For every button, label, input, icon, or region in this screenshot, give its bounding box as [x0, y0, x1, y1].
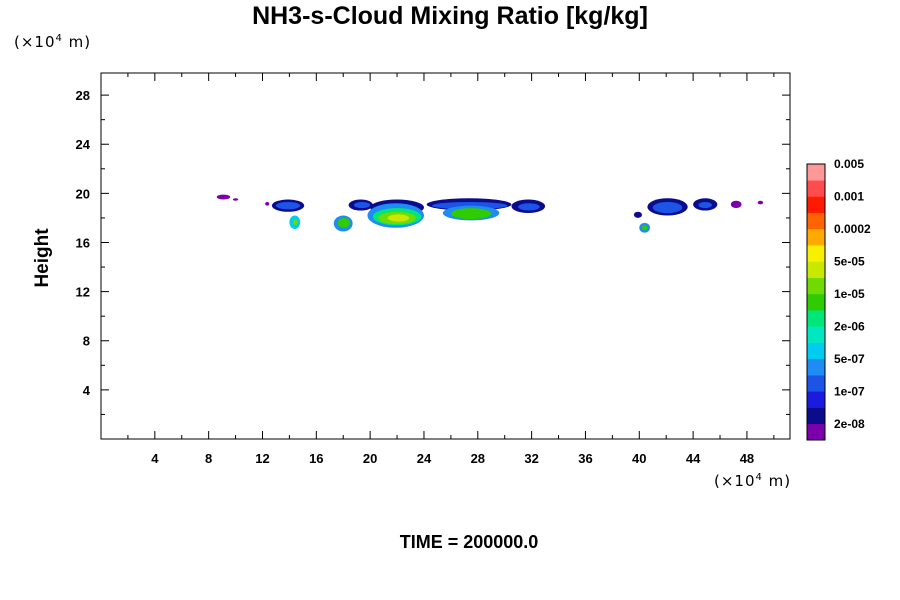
y-tick-label-3: 16: [76, 235, 90, 250]
plot-frame: [100, 72, 791, 440]
y-tick-label-2: 12: [76, 285, 90, 300]
cloud-region-22: [633, 211, 642, 218]
colorbar-cell-14: [807, 196, 825, 214]
x-tick-label-0: 4: [151, 451, 159, 466]
colorbar-cell-3: [807, 375, 825, 392]
y-tick-label-0: 4: [83, 383, 91, 398]
cloud-region-28: [698, 201, 712, 209]
colorbar-cell-6: [807, 326, 825, 343]
y-tick-label-6: 28: [76, 88, 90, 103]
colorbar-cell-8: [807, 293, 825, 311]
cloud-regions-layer: [216, 194, 764, 233]
colorbar-label-8: 0.005: [834, 157, 864, 171]
x-tick-label-4: 20: [363, 451, 377, 466]
x-tick-label-10: 44: [686, 451, 701, 466]
time-label: TIME = 200000.0: [399, 532, 539, 552]
colorbar-cell-12: [807, 228, 825, 246]
colorbar-cell-1: [807, 407, 825, 425]
colorbar-cell-13: [807, 212, 825, 230]
colorbar: 2e-08 1e-07 5e-07 2e-06 1e-05 5e-05 0.0002 0.00…: [806, 157, 871, 441]
x-axis-unit-suffix: m): [762, 472, 792, 490]
x-tick-label-6: 28: [471, 451, 485, 466]
x-axis-unit-prefix: (×10: [714, 472, 756, 490]
colorbar-cell-4: [807, 358, 825, 376]
colorbar-cell-2: [807, 391, 825, 408]
x-tick-label-9: 40: [632, 451, 646, 466]
cloud-region-0: [216, 194, 231, 200]
y-axis-unit-exponent: 4: [55, 33, 63, 44]
colorbar-cell-11: [807, 245, 825, 262]
x-tick-label-1: 8: [205, 451, 212, 466]
colorbar-label-3: 2e-06: [834, 319, 865, 333]
colorbar-label-5: 5e-05: [834, 254, 865, 268]
x-tick-label-2: 12: [255, 451, 269, 466]
colorbar-frame: [806, 163, 826, 441]
y-tick-label-4: 20: [76, 186, 90, 201]
y-axis-unit-label: (×104 m): [14, 33, 91, 51]
x-tick-label-7: 32: [524, 451, 538, 466]
x-axis-unit-label: (×104 m): [714, 472, 791, 490]
colorbar-cell-7: [807, 310, 825, 327]
colorbar-cell-10: [807, 261, 825, 278]
cloud-region-15: [387, 214, 410, 222]
cloud-region-29: [730, 200, 742, 209]
colorbar-label-2: 5e-07: [834, 352, 865, 366]
x-axis-unit-exponent: 4: [755, 472, 763, 483]
colorbar-cell-5: [807, 342, 825, 360]
x-tick-label-11: 48: [740, 451, 754, 466]
colorbar-cell-0: [807, 423, 825, 441]
chart-title: NH3-s-Cloud Mixing Ratio [kg/kg]: [252, 2, 648, 30]
cloud-region-26: [652, 201, 683, 214]
colorbar-cell-15: [807, 180, 825, 197]
cloud-region-1: [232, 198, 239, 201]
colorbar-label-0: 2e-08: [834, 417, 865, 431]
cloud-region-30: [757, 200, 764, 205]
cloud-region-4: [275, 201, 301, 210]
cloud-region-10: [337, 217, 350, 228]
colorbar-cell-9: [807, 277, 825, 295]
colorbar-label-1: 1e-07: [834, 384, 865, 398]
cloud-region-6: [293, 219, 298, 226]
y-axis-unit-suffix: m): [62, 33, 92, 51]
cloud-region-8: [353, 201, 371, 209]
colorbar-label-7: 0.001: [834, 189, 864, 203]
y-axis-unit-prefix: (×10: [14, 33, 56, 51]
cloud-region-2: [265, 201, 270, 206]
x-tick-label-3: 16: [309, 451, 323, 466]
y-tick-label-1: 8: [83, 334, 90, 349]
x-tick-label-5: 24: [417, 451, 432, 466]
colorbar-label-6: 0.0002: [834, 222, 871, 236]
y-tick-label-5: 24: [76, 137, 91, 152]
cloud-region-21: [518, 203, 540, 211]
x-tick-label-8: 36: [578, 451, 592, 466]
cloud-region-19: [450, 208, 492, 220]
colorbar-cell-16: [807, 164, 825, 181]
cloud-region-24: [641, 225, 648, 231]
colorbar-label-4: 1e-05: [834, 287, 865, 301]
